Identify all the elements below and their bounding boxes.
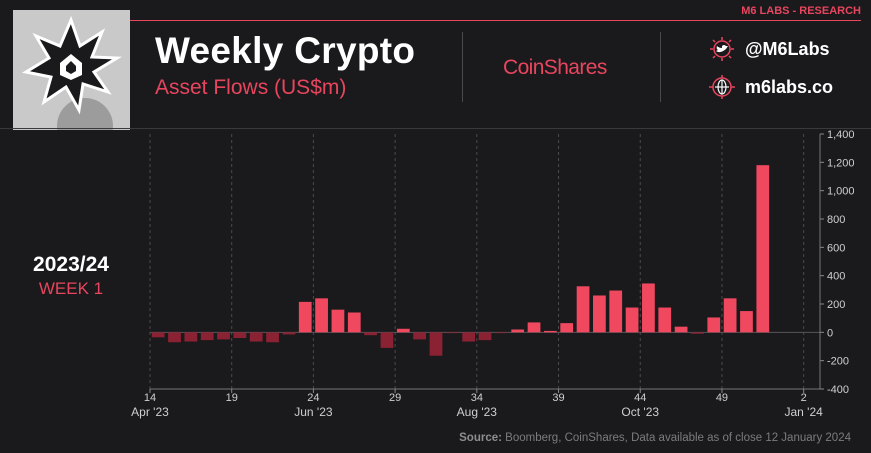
page-title: Weekly Crypto — [155, 30, 416, 71]
bar-week-35 — [494, 332, 508, 334]
bar-week-16 — [184, 332, 198, 342]
coinshares-brand: CoinShares — [503, 56, 607, 79]
x-tick-week-label: 24 — [307, 392, 319, 404]
x-tick-week-label: 29 — [389, 392, 401, 404]
twitter-handle-text: @M6Labs — [745, 38, 830, 59]
header-divider — [462, 32, 463, 102]
bar-week-42 — [609, 290, 623, 333]
header-divider — [660, 32, 661, 102]
bar-week-25 — [331, 309, 345, 333]
x-tick-week-label: 2 — [801, 392, 807, 404]
header-divider-line — [0, 128, 871, 129]
m6-logo — [13, 10, 130, 130]
y-tick-label: 1,000 — [827, 186, 855, 198]
bar-week-21 — [266, 332, 279, 343]
bar-week-43 — [625, 307, 639, 333]
bar-week-37 — [527, 322, 541, 333]
bar-week-50 — [740, 311, 753, 333]
twitter-icon — [710, 37, 734, 61]
website-link[interactable]: m6labs.co — [705, 74, 833, 100]
page-subtitle: Asset Flows (US$m) — [155, 76, 347, 99]
bar-week-17 — [200, 332, 214, 341]
x-tick-week-label: 49 — [716, 392, 728, 404]
week-label: WEEK 1 — [38, 279, 104, 298]
y-tick-label: 600 — [827, 242, 845, 254]
bar-week-44 — [642, 283, 655, 333]
x-tick-week-label: 14 — [144, 392, 156, 404]
bar-week-18 — [217, 332, 230, 340]
research-tagline: M6 LABS - RESEARCH — [741, 5, 861, 17]
bar-week-34 — [478, 332, 492, 341]
bar-week-36 — [511, 329, 525, 333]
y-tick-label: -400 — [827, 384, 849, 396]
x-tick-week-label: 34 — [471, 392, 483, 404]
bar-week-28 — [380, 332, 394, 348]
bar-week-31 — [429, 332, 443, 356]
bar-week-23 — [298, 301, 312, 333]
source-label: Source: — [459, 432, 502, 444]
bar-week-29 — [396, 328, 410, 333]
website-text: m6labs.co — [745, 76, 834, 97]
bar-week-47 — [691, 332, 704, 334]
x-tick-month-label: Jan '24 — [784, 405, 823, 419]
bar-week-48 — [707, 317, 721, 333]
y-tick-label: -200 — [827, 356, 849, 368]
y-tick-label: 0 — [827, 327, 833, 339]
bar-week-33 — [462, 332, 476, 342]
bar-week-40 — [576, 286, 590, 333]
source-text: Boomberg, CoinShares, Data available as … — [501, 432, 851, 444]
x-tick-month-label: Aug '23 — [457, 405, 498, 419]
tagline-divider — [130, 20, 861, 21]
y-tick-label: 1,200 — [827, 157, 855, 169]
bar-week-45 — [658, 307, 672, 333]
bar-week-27 — [364, 332, 377, 336]
bar-week-30 — [413, 332, 427, 340]
bar-week-14 — [151, 332, 165, 338]
twitter-handle[interactable]: @M6Labs — [705, 36, 830, 62]
period-label: 2023/24 — [33, 253, 109, 276]
source-note: Source: Boomberg, CoinShares, Data avail… — [459, 432, 851, 444]
x-tick-week-label: 19 — [226, 392, 238, 404]
bar-week-51 — [756, 165, 770, 333]
bar-week-39 — [560, 323, 574, 333]
bar-week-32 — [445, 332, 459, 334]
bar-week-22 — [282, 332, 296, 335]
y-tick-label: 800 — [827, 214, 845, 226]
y-tick-label: 1,400 — [827, 129, 855, 141]
bar-week-19 — [233, 332, 247, 338]
bar-week-38 — [543, 330, 557, 333]
x-tick-month-label: Jun '23 — [294, 405, 333, 419]
bar-week-41 — [593, 295, 606, 333]
y-tick-label: 400 — [827, 271, 845, 283]
bar-week-26 — [347, 312, 361, 333]
bar-week-46 — [674, 326, 688, 333]
x-tick-month-label: Apr '23 — [131, 405, 169, 419]
bar-week-24 — [315, 298, 328, 333]
x-tick-month-label: Oct '23 — [621, 405, 659, 419]
globe-icon — [709, 75, 735, 99]
x-tick-week-label: 44 — [634, 392, 646, 404]
x-tick-week-label: 39 — [552, 392, 564, 404]
bar-week-15 — [168, 332, 181, 343]
bar-week-20 — [249, 332, 263, 342]
bar-week-49 — [723, 298, 737, 333]
y-tick-label: 200 — [827, 299, 845, 311]
